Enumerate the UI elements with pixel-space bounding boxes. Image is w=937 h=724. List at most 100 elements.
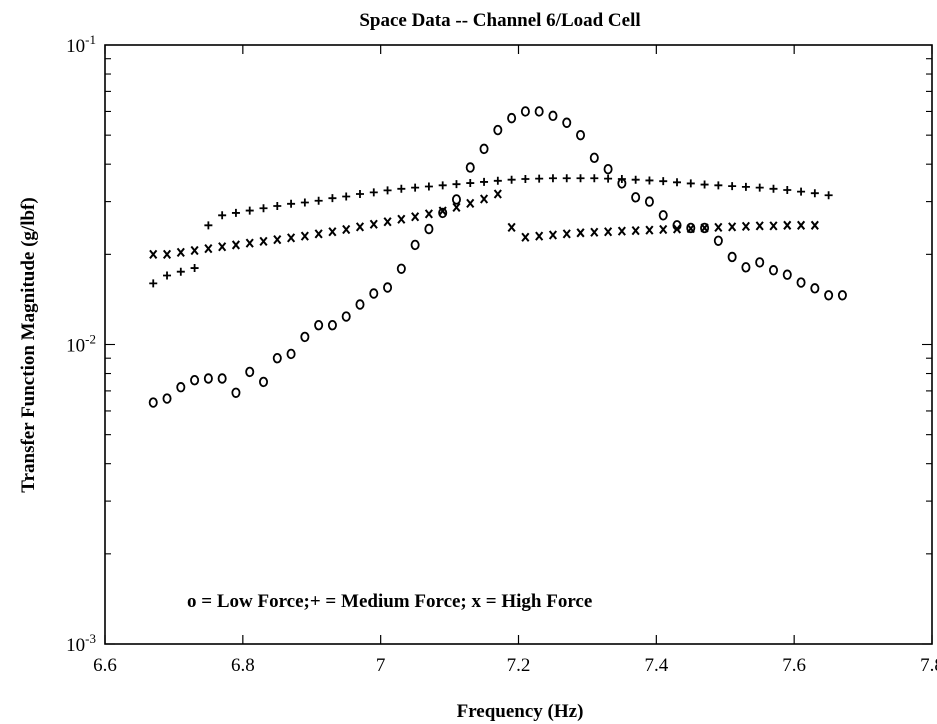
x-axis-ticks — [104, 45, 933, 644]
data-point-high-force — [355, 222, 365, 232]
data-point-low-force — [383, 282, 393, 293]
data-point-low-force — [396, 263, 406, 274]
data-point-high-force — [231, 240, 241, 250]
data-point-low-force — [424, 223, 434, 235]
data-point-low-force — [700, 222, 710, 234]
data-point-high-force — [218, 242, 227, 252]
data-point-medium-force — [797, 187, 806, 196]
data-point-high-force — [755, 221, 764, 231]
series-low-force — [148, 106, 847, 408]
data-point-medium-force — [466, 179, 475, 188]
y-tick-label-exponent: -2 — [85, 332, 96, 347]
data-point-low-force — [631, 192, 641, 203]
data-point-high-force — [562, 229, 571, 239]
data-point-low-force — [755, 257, 765, 268]
data-point-high-force — [452, 202, 461, 213]
data-point-medium-force — [562, 174, 571, 183]
data-point-high-force — [190, 245, 199, 256]
data-point-medium-force — [355, 190, 364, 199]
chart-title: Space Data -- Channel 6/Load Cell — [359, 10, 640, 31]
data-point-high-force — [700, 223, 709, 233]
x-tick-label: 7.2 — [507, 655, 531, 676]
data-point-medium-force — [686, 179, 695, 188]
y-tick-label: 10-1 — [66, 32, 96, 57]
data-point-medium-force — [245, 206, 254, 215]
x-tick-label: 7.4 — [644, 655, 668, 676]
data-point-high-force — [672, 224, 682, 234]
data-point-low-force — [465, 162, 475, 173]
data-point-medium-force — [645, 176, 654, 185]
data-point-medium-force — [493, 176, 502, 185]
data-point-high-force — [411, 212, 420, 222]
data-point-high-force — [576, 228, 585, 238]
data-point-medium-force — [438, 181, 447, 190]
data-point-low-force — [148, 397, 158, 408]
data-point-high-force — [466, 198, 475, 208]
y-tick-label-exponent: -3 — [85, 631, 96, 646]
data-point-medium-force — [397, 184, 406, 193]
data-point-medium-force — [521, 174, 530, 183]
legend-text: o = Low Force;+ = Medium Force; x = High… — [187, 591, 592, 612]
data-point-high-force — [714, 222, 723, 233]
data-point-low-force — [245, 366, 255, 378]
data-point-medium-force — [700, 180, 709, 189]
y-axis-label: Transfer Function Magnitude (g/lbf) — [18, 197, 39, 492]
data-point-medium-force — [714, 181, 723, 190]
data-point-low-force — [686, 222, 696, 234]
data-point-high-force — [438, 206, 447, 216]
y-tick-label-exponent: -1 — [85, 32, 96, 47]
data-point-low-force — [603, 163, 613, 175]
data-point-medium-force — [673, 178, 682, 187]
data-point-low-force — [562, 117, 572, 128]
data-point-high-force — [728, 222, 737, 232]
y-axis-ticks — [105, 58, 932, 645]
x-tick-label: 6.8 — [231, 655, 255, 676]
data-point-low-force — [286, 348, 296, 360]
data-point-medium-force — [741, 182, 750, 191]
data-point-low-force — [782, 269, 792, 280]
data-point-high-force — [342, 224, 351, 235]
data-point-high-force — [328, 227, 337, 237]
data-point-low-force — [341, 311, 351, 322]
data-point-low-force — [810, 283, 820, 294]
data-point-high-force — [493, 189, 502, 199]
data-point-high-force — [631, 225, 640, 236]
data-point-low-force — [548, 110, 558, 122]
data-point-high-force — [287, 233, 296, 243]
data-point-high-force — [604, 227, 613, 237]
data-point-medium-force — [548, 174, 557, 183]
data-point-low-force — [796, 277, 806, 288]
x-axis-label: Frequency (Hz) — [457, 701, 584, 722]
data-point-medium-force — [452, 180, 461, 189]
data-point-high-force — [783, 220, 792, 230]
data-point-low-force — [162, 393, 172, 404]
data-point-low-force — [259, 376, 269, 388]
data-point-high-force — [590, 227, 599, 237]
data-point-low-force — [190, 374, 200, 386]
data-point-high-force — [810, 220, 819, 230]
data-point-high-force — [796, 220, 806, 230]
data-point-medium-force — [755, 183, 764, 192]
data-point-medium-force — [328, 194, 337, 203]
data-point-high-force — [149, 249, 158, 259]
data-point-high-force — [176, 247, 185, 258]
data-point-high-force — [314, 229, 323, 239]
data-point-low-force — [520, 106, 530, 117]
data-point-high-force — [273, 234, 282, 245]
data-point-high-force — [369, 219, 378, 229]
data-point-medium-force — [507, 175, 516, 184]
data-point-low-force — [314, 319, 324, 331]
data-point-low-force — [272, 353, 282, 364]
data-point-medium-force — [204, 221, 213, 230]
data-point-medium-force — [300, 198, 309, 207]
data-point-high-force — [521, 232, 530, 242]
data-series — [148, 106, 847, 408]
data-point-high-force — [535, 231, 544, 241]
data-point-medium-force — [631, 175, 640, 184]
data-point-high-force — [245, 238, 254, 248]
data-point-medium-force — [769, 184, 778, 193]
x-tick-label: 7 — [376, 655, 386, 676]
data-point-medium-force — [604, 174, 613, 183]
data-point-low-force — [493, 124, 503, 136]
